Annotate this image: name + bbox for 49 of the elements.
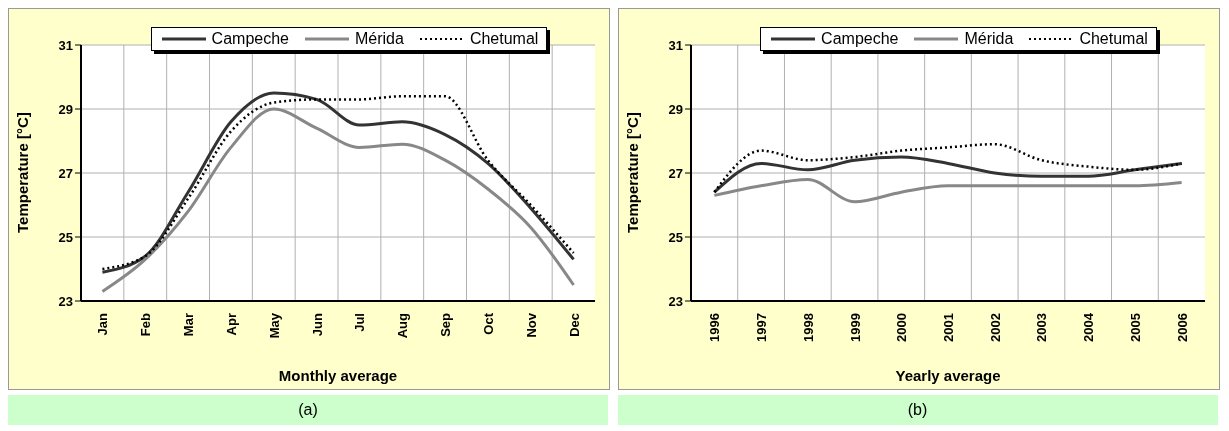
x-tick-label: Jan [95, 312, 111, 336]
x-tick-label: Sep [438, 312, 454, 337]
y-tick-label: 29 [668, 101, 683, 117]
x-tick-label: Oct [480, 312, 496, 335]
x-tick-label: Dec [566, 313, 582, 337]
x-tick-label: 2004 [1080, 312, 1096, 342]
x-tick-label: 2006 [1174, 313, 1190, 342]
x-axis-title: Monthly average [278, 367, 398, 384]
y-tick-label: 25 [58, 229, 73, 245]
y-tick-label: 23 [58, 293, 73, 309]
x-tick-label: Mar [181, 313, 197, 337]
x-tick-label: 2002 [987, 313, 1003, 342]
x-tick-label: 1999 [847, 313, 863, 342]
x-tick-label: 1998 [800, 313, 816, 342]
x-tick-label: Nov [523, 312, 539, 338]
y-tick-label: 31 [58, 37, 73, 53]
line-series [712, 155, 1183, 194]
y-tick-label: 31 [668, 37, 683, 53]
x-tick-label: Apr [223, 313, 239, 336]
x-tick-label: Aug [395, 312, 411, 339]
x-tick-label: 1996 [706, 313, 722, 342]
y-axis-title: Temperature [°C] [623, 112, 641, 233]
legend-label: Mérida [354, 30, 404, 48]
y-tick-label: 27 [58, 165, 73, 181]
x-tick-label: May [266, 312, 282, 339]
legend-label: Chetumal [1079, 30, 1148, 48]
legend-label: Mérida [964, 30, 1014, 48]
y-tick-label: 27 [668, 165, 683, 181]
x-tick-label: Jun [309, 312, 325, 337]
line-series [100, 107, 576, 293]
y-tick-label: 25 [668, 229, 683, 245]
x-tick-label: 2000 [893, 313, 909, 342]
x-axis-title: Yearly average [894, 367, 1001, 384]
line-series [712, 142, 1183, 194]
x-tick-label: 2003 [1033, 313, 1049, 342]
x-tick-label: Feb [138, 312, 154, 337]
x-tick-label: 1997 [753, 313, 769, 342]
y-tick-label: 29 [58, 101, 73, 117]
legend-label: Campeche [821, 30, 899, 48]
x-tick-label: 2001 [940, 313, 956, 342]
text: (b) [617, 395, 1218, 425]
x-tick-label: 2005 [1127, 313, 1143, 342]
legend-label: Campeche [211, 30, 289, 48]
y-axis-title: Temperature [°C] [14, 112, 32, 233]
y-tick-label: 23 [668, 293, 683, 309]
x-tick-label: Jul [352, 313, 368, 332]
line-series [712, 177, 1183, 204]
text: (a) [8, 395, 608, 425]
legend-label: Chetumal [469, 30, 539, 48]
